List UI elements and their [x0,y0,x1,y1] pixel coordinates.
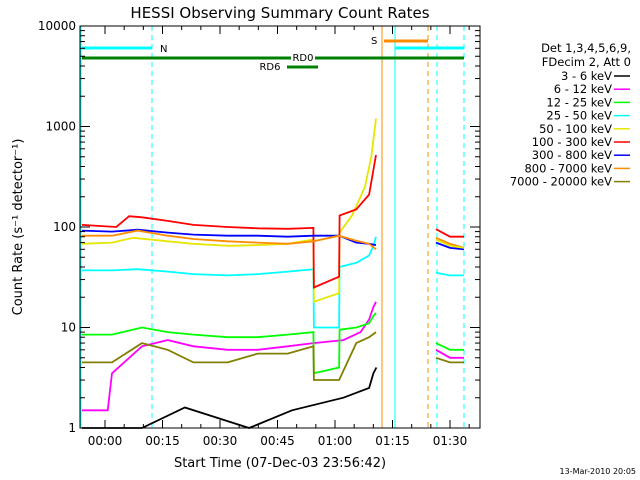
annotation-rd6: RD6 [259,62,280,73]
x-tick-label: 00:00 [88,434,123,448]
y-tick-label: 1 [68,421,76,435]
legend-label: 7000 - 20000 keV [510,175,612,189]
y-tick-label: 10 [61,321,76,335]
series-line [82,367,378,429]
legend-label: 100 - 300 keV [532,135,612,149]
legend-label: 50 - 100 keV [539,122,612,136]
legend-label: 800 - 7000 keV [524,161,612,175]
x-tick-label: 01:15 [375,434,410,448]
y-axis: 1 10 100 1000 10000 [38,19,480,435]
series-line [82,312,377,375]
series-line [82,301,377,412]
x-tick-label: 00:45 [260,434,295,448]
y-tick-label: 100 [53,220,76,234]
legend-label: 3 - 6 keV [561,69,612,83]
footer-timestamp: 13-Mar-2010 20:05 [560,467,637,476]
y-axis-label: Count Rate (s⁻¹ detector⁻¹) [11,139,26,316]
series-line [82,331,377,381]
annotation-rd0: RD0 [292,53,313,64]
series-line [81,154,377,289]
post-gap-series-line [435,228,464,238]
y-tick-label: 10000 [38,19,76,33]
post-gap-series-line [435,356,464,364]
post-gap-series-line [435,342,464,351]
legend-header-line2: FDecim 2, Att 0 [542,55,631,69]
x-tick-label: 01:00 [318,434,353,448]
legend-header-line1: Det 1,3,4,5,6,9, [541,41,631,55]
x-axis: 00:00 00:15 00:30 00:45 01:00 01:15 01:30 [88,26,470,448]
x-tick-label: 00:30 [203,434,238,448]
plot-frame [79,25,481,429]
y-tick-label: 1000 [45,120,76,134]
annotation-s: S [371,36,377,47]
chart-title: HESSI Observing Summary Count Rates [130,4,429,22]
legend: Det 1,3,4,5,6,9, FDecim 2, Att 0 3 - 6 k… [510,41,631,189]
post-gap-series-line [435,349,464,359]
post-gap-series-line [435,241,465,251]
annotation-n: N [160,44,167,55]
plot-area: N S RD0 RD6 [80,26,465,429]
legend-label: 300 - 800 keV [532,148,612,162]
series-line [82,229,377,251]
legend-label: 12 - 25 keV [546,95,612,109]
series-line [82,236,377,329]
x-tick-label: 01:30 [433,434,468,448]
legend-label: 25 - 50 keV [546,109,612,123]
annotation-rd0-bg [291,52,315,63]
legend-label: 6 - 12 keV [554,82,612,96]
post-gap-series-line [435,238,465,249]
x-tick-label: 00:15 [145,434,180,448]
post-gap-series-line [435,271,464,277]
x-axis-label: Start Time (07-Dec-03 23:56:42) [174,456,386,471]
series-line [81,118,377,304]
